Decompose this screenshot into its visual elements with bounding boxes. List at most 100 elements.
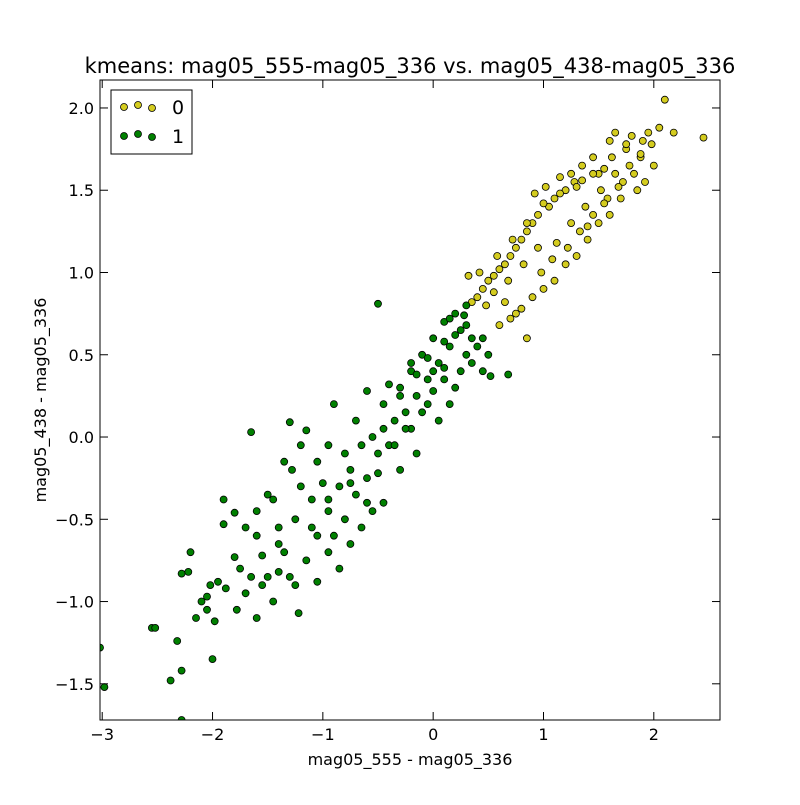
data-point-series-1	[473, 342, 482, 351]
data-point-series-1	[177, 569, 186, 578]
data-point-series-0	[638, 136, 647, 145]
data-point-series-1	[462, 350, 471, 359]
data-point-series-0	[506, 314, 515, 323]
data-point-series-1	[363, 387, 371, 395]
x-tick-label: −1	[311, 725, 335, 744]
data-point-series-1	[434, 416, 443, 425]
y-tick-label: 0.0	[69, 428, 94, 447]
data-point-series-0	[534, 243, 542, 252]
data-point-series-1	[504, 370, 513, 379]
data-point-series-1	[340, 515, 349, 524]
data-point-series-0	[630, 169, 638, 178]
data-point-series-0	[506, 252, 515, 260]
data-point-series-1	[192, 614, 200, 622]
legend: 0 1	[110, 89, 193, 155]
data-point-series-0	[567, 169, 575, 178]
data-point-series-1	[221, 584, 230, 593]
data-point-series-1	[230, 508, 239, 517]
data-point-series-1	[252, 531, 261, 540]
data-point-series-0	[473, 293, 482, 302]
data-point-series-0	[517, 304, 526, 313]
data-point-series-1	[407, 359, 416, 367]
data-point-series-1	[346, 479, 355, 488]
data-point-series-1	[285, 573, 294, 581]
data-point-series-0	[504, 276, 513, 285]
data-point-series-1	[307, 495, 316, 504]
data-point-series-0	[539, 199, 548, 208]
data-point-series-0	[597, 186, 605, 195]
x-tick-label: 0	[428, 725, 438, 744]
chart-title: kmeans: mag05_555-mag05_336 vs. mag05_43…	[85, 54, 736, 79]
data-point-series-1	[313, 457, 322, 466]
data-point-series-0	[552, 238, 561, 247]
data-point-series-0	[500, 260, 509, 269]
data-point-series-0	[572, 252, 581, 260]
points-layer	[100, 95, 708, 720]
x-tick-label: 2	[649, 725, 659, 744]
data-point-series-1	[390, 416, 399, 425]
data-point-series-1	[418, 408, 427, 417]
data-point-series-0	[647, 140, 656, 149]
data-point-series-1	[390, 441, 399, 450]
data-point-series-1	[247, 428, 256, 437]
data-point-series-1	[351, 416, 360, 425]
data-point-series-1	[232, 605, 241, 614]
data-point-series-1	[329, 531, 338, 540]
data-point-series-1	[462, 301, 471, 310]
data-point-series-1	[219, 495, 228, 504]
data-point-series-1	[434, 359, 443, 367]
data-point-series-1	[486, 372, 495, 381]
data-point-series-1	[374, 449, 382, 458]
data-point-series-0	[583, 235, 592, 244]
x-tick-label: 1	[538, 725, 548, 744]
data-point-series-1	[241, 589, 250, 598]
data-point-series-0	[572, 182, 581, 191]
data-point-series-1	[269, 597, 278, 606]
data-point-series-1	[324, 495, 333, 504]
data-point-series-1	[263, 490, 272, 499]
data-point-series-0	[534, 210, 542, 219]
data-point-series-1	[478, 367, 487, 376]
data-point-series-0	[578, 176, 586, 185]
data-point-series-0	[561, 260, 570, 269]
data-point-series-1	[247, 573, 256, 581]
data-point-series-1	[351, 490, 360, 499]
data-point-series-1	[208, 655, 217, 663]
data-point-series-1	[423, 354, 432, 362]
data-point-series-0	[489, 271, 498, 280]
y-tick-label: −1.0	[55, 593, 94, 612]
data-point-series-0	[576, 227, 584, 236]
data-point-series-1	[478, 334, 487, 343]
data-point-series-1	[274, 540, 283, 548]
data-point-series-1	[456, 367, 465, 376]
y-axis-label: mag05_438 - mag05_336	[31, 298, 51, 503]
data-point-series-1	[294, 609, 303, 617]
data-point-series-1	[374, 469, 382, 478]
data-point-series-1	[379, 400, 388, 409]
data-point-series-1	[423, 400, 432, 409]
ticks-layer: −3 −2 −1 0 1 2 −1.5 −1.0 −0.5 0.0 0.5 1.0 1.5 2.0	[55, 80, 720, 744]
data-point-series-1	[429, 387, 438, 395]
data-point-series-0	[641, 178, 649, 186]
data-point-series-1	[324, 507, 333, 516]
y-tick-label: 2.0	[69, 99, 94, 118]
data-point-series-0	[655, 123, 664, 132]
legend-marker-1b	[134, 130, 142, 138]
data-point-series-1	[445, 342, 454, 351]
data-point-series-1	[302, 556, 311, 565]
data-point-series-0	[500, 298, 509, 307]
data-point-series-1	[412, 449, 421, 458]
data-point-series-1	[329, 400, 338, 409]
data-point-series-0	[614, 182, 623, 191]
data-point-series-0	[523, 334, 531, 343]
data-point-series-1	[368, 433, 377, 441]
data-point-series-1	[230, 553, 239, 561]
data-point-series-0	[594, 219, 603, 228]
data-point-series-0	[660, 95, 669, 104]
data-point-series-0	[563, 243, 572, 252]
data-point-series-1	[440, 337, 449, 346]
data-point-series-1	[412, 370, 421, 379]
data-point-series-0	[541, 182, 550, 191]
data-point-series-1	[379, 424, 388, 433]
